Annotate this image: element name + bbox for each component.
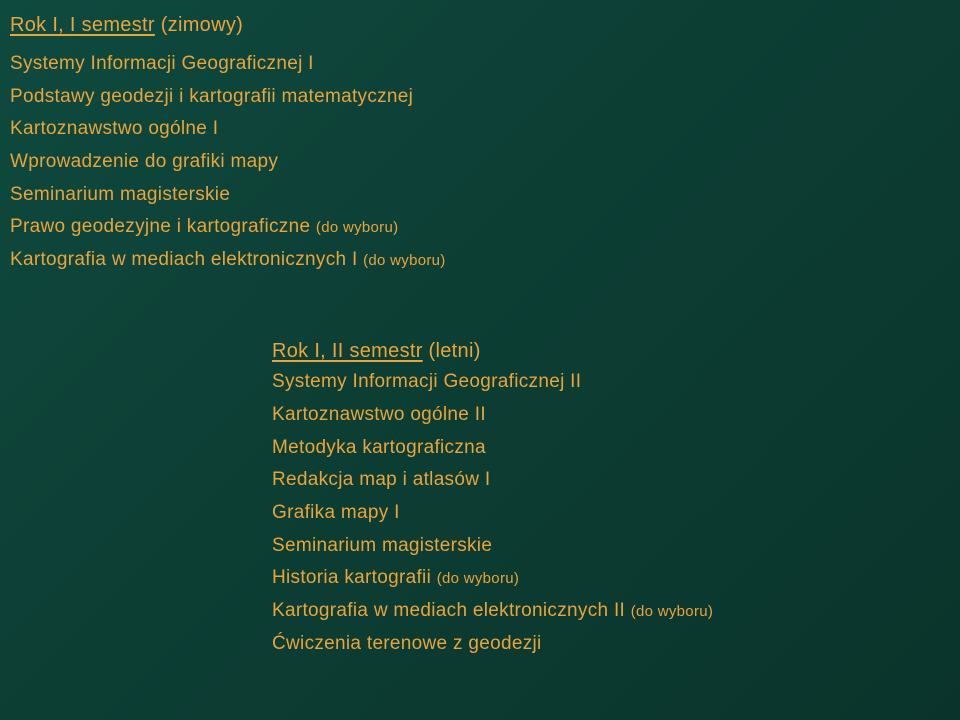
heading-paren: (zimowy) <box>155 14 243 36</box>
item-text: Prawo geodezyjne i kartograficzne <box>10 216 316 237</box>
item-text: Kartoznawstwo ogólne I <box>10 118 218 139</box>
list-item: Kartoznawstwo ogólne I <box>10 116 950 142</box>
item-text: Ćwiczenia terenowe z geodezji <box>272 633 542 654</box>
item-text: Podstawy geodezji i kartografii matematy… <box>10 86 413 107</box>
list-item: Wprowadzenie do grafiki mapy <box>10 149 950 175</box>
list-item: Metodyka kartograficzna <box>272 435 950 461</box>
item-suffix: (do wyboru) <box>316 219 399 236</box>
section-2: Rok I, II semestr (letni) Systemy Inform… <box>272 340 950 656</box>
item-suffix: (do wyboru) <box>437 570 520 587</box>
item-suffix: (do wyboru) <box>363 252 446 269</box>
item-text: Kartografia w mediach elektronicznych II <box>272 600 631 621</box>
list-item: Seminarium magisterskie <box>272 533 950 559</box>
slide-content: Rok I, I semestr (zimowy) Systemy Inform… <box>0 0 960 656</box>
list-item: Prawo geodezyjne i kartograficzne (do wy… <box>10 214 950 240</box>
heading-paren: (letni) <box>423 340 481 362</box>
item-text: Kartoznawstwo ogólne II <box>272 404 486 425</box>
list-item: Redakcja map i atlasów I <box>272 467 950 493</box>
list-item: Kartografia w mediach elektronicznych I … <box>10 247 950 273</box>
list-item: Ćwiczenia terenowe z geodezji <box>272 631 950 657</box>
item-text: Grafika mapy I <box>272 502 400 523</box>
list-item: Kartografia w mediach elektronicznych II… <box>272 598 950 624</box>
item-text: Systemy Informacji Geograficznej II <box>272 371 581 392</box>
list-item: Podstawy geodezji i kartografii matematy… <box>10 84 950 110</box>
item-text: Metodyka kartograficzna <box>272 437 486 458</box>
section-1-heading: Rok I, I semestr (zimowy) <box>10 14 950 37</box>
list-item: Systemy Informacji Geograficznej I <box>10 51 950 77</box>
item-text: Systemy Informacji Geograficznej I <box>10 53 314 74</box>
item-suffix: (do wyboru) <box>631 603 714 620</box>
section-2-heading: Rok I, II semestr (letni) <box>272 340 950 363</box>
heading-underlined: Rok I, I semestr <box>10 14 155 36</box>
item-text: Historia kartografii <box>272 567 437 588</box>
item-text: Seminarium magisterskie <box>272 535 492 556</box>
section-1: Rok I, I semestr (zimowy) Systemy Inform… <box>10 14 950 272</box>
item-text: Kartografia w mediach elektronicznych I <box>10 249 363 270</box>
list-item: Kartoznawstwo ogólne II <box>272 402 950 428</box>
item-text: Seminarium magisterskie <box>10 184 230 205</box>
item-text: Wprowadzenie do grafiki mapy <box>10 151 278 172</box>
item-text: Redakcja map i atlasów I <box>272 469 490 490</box>
list-item: Systemy Informacji Geograficznej II <box>272 369 950 395</box>
list-item: Grafika mapy I <box>272 500 950 526</box>
list-item: Historia kartografii (do wyboru) <box>272 565 950 591</box>
heading-underlined: Rok I, II semestr <box>272 340 423 362</box>
list-item: Seminarium magisterskie <box>10 182 950 208</box>
